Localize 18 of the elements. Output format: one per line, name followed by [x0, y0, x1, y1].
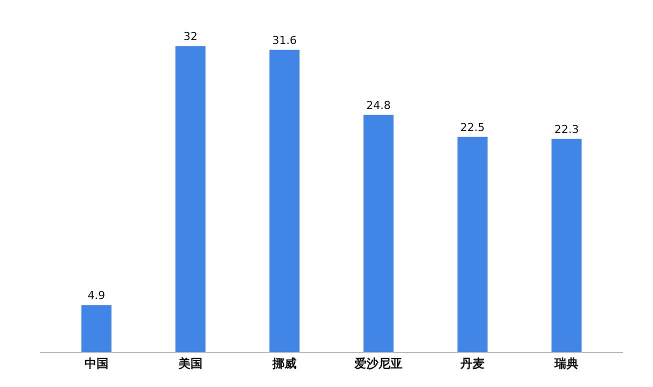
data-label: 24.8 — [366, 98, 391, 112]
bar — [458, 136, 488, 352]
data-label: 22.5 — [460, 120, 485, 134]
data-label: 4.9 — [88, 289, 106, 302]
x-tick-label: 挪威 — [271, 356, 296, 370]
x-tick-label: 美国 — [177, 356, 202, 370]
data-label: 32 — [183, 30, 198, 44]
x-tick-label: 丹麦 — [460, 356, 485, 370]
bar — [175, 46, 206, 352]
bar — [81, 305, 112, 352]
bar — [269, 50, 300, 352]
data-label: 31.6 — [272, 34, 297, 47]
x-tick-label: 爱沙尼亚 — [354, 356, 403, 370]
bar — [552, 138, 582, 352]
bar — [363, 114, 394, 352]
x-tick-label: 中国 — [84, 356, 108, 370]
x-tick-label: 瑞典 — [554, 356, 579, 370]
data-label: 22.3 — [554, 122, 579, 136]
